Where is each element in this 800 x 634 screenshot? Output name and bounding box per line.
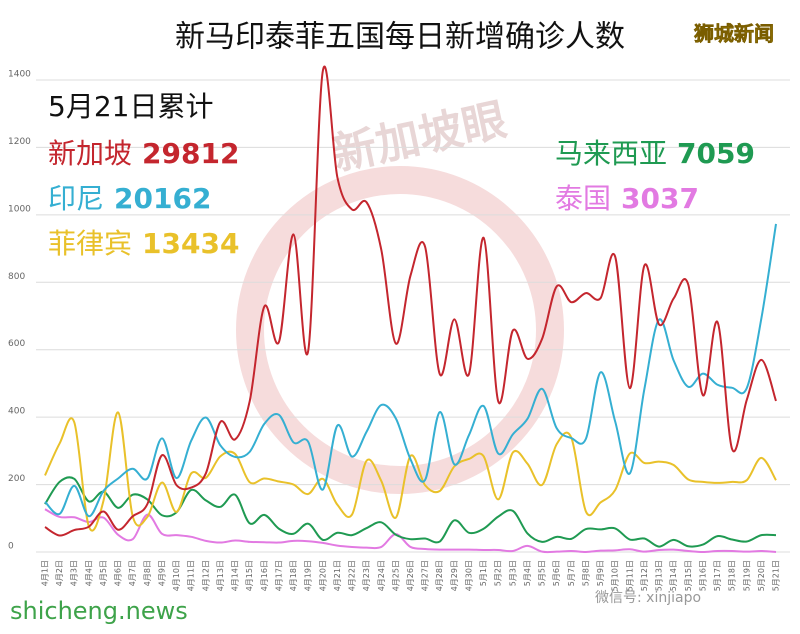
legend-entry: 菲律宾 13434 xyxy=(48,227,239,260)
legend-entry: 新加坡 29812 xyxy=(48,137,239,170)
x-tick-label: 5月6日 xyxy=(552,560,561,586)
x-tick-label: 5月9日 xyxy=(596,560,605,586)
x-tick-label: 4月7日 xyxy=(128,560,137,586)
x-tick-label: 4月4日 xyxy=(84,560,93,586)
legend-total: 3037 xyxy=(621,182,699,215)
x-tick-label: 4月16日 xyxy=(260,560,269,591)
x-tick-label: 5月7日 xyxy=(567,560,576,586)
x-tick-label: 5月12日 xyxy=(640,560,649,591)
x-tick-label: 4月21日 xyxy=(333,560,342,591)
x-tick-label: 4月11日 xyxy=(187,560,196,591)
summary-title: 5月21日累计 xyxy=(48,90,213,123)
x-tick-label: 5月21日 xyxy=(772,560,781,591)
x-tick-label: 4月12日 xyxy=(201,560,210,591)
legend-entry: 泰国 3037 xyxy=(555,182,699,215)
x-tick-label: 4月1日 xyxy=(41,560,50,586)
x-tick-label: 4月5日 xyxy=(99,560,108,586)
legend-total: 13434 xyxy=(142,227,239,260)
x-tick-label: 4月8日 xyxy=(143,560,152,586)
x-tick-label: 5月11日 xyxy=(625,560,634,591)
x-tick-label: 5月18日 xyxy=(728,560,737,591)
x-tick-label: 5月4日 xyxy=(523,560,532,586)
x-tick-label: 5月16日 xyxy=(698,560,707,591)
x-tick-label: 5月1日 xyxy=(479,560,488,586)
legend-name: 印尼 xyxy=(48,182,104,215)
y-tick-label: 1000 xyxy=(8,204,31,214)
x-tick-label: 5月20日 xyxy=(757,560,766,591)
x-tick-label: 4月15日 xyxy=(245,560,254,591)
x-tick-label: 4月23日 xyxy=(362,560,371,591)
x-tick-label: 4月18日 xyxy=(289,560,298,591)
x-tick-label: 4月20日 xyxy=(318,560,327,591)
footer-right: 微信号: xinjiapo xyxy=(595,590,701,606)
y-tick-label: 1400 xyxy=(8,70,31,80)
y-tick-label: 600 xyxy=(8,339,25,349)
legend-total: 29812 xyxy=(142,137,239,170)
x-tick-label: 4月10日 xyxy=(172,560,181,591)
legend-entry: 印尼 20162 xyxy=(48,182,211,215)
x-tick-label: 4月27日 xyxy=(421,560,430,591)
y-tick-label: 0 xyxy=(8,542,14,552)
x-tick-label: 5月17日 xyxy=(713,560,722,591)
legend-total: 20162 xyxy=(114,182,211,215)
series-line xyxy=(44,65,777,537)
x-tick-label: 5月2日 xyxy=(494,560,503,586)
x-tick-label: 4月25日 xyxy=(391,560,400,591)
x-tick-label: 4月22日 xyxy=(348,560,357,591)
legend-name: 新加坡 xyxy=(48,137,132,170)
source-label: 狮城新闻 xyxy=(694,22,774,46)
y-tick-label: 200 xyxy=(8,474,25,484)
y-tick-label: 800 xyxy=(8,272,25,282)
x-tick-label: 4月9日 xyxy=(157,560,166,586)
x-tick-label: 4月30日 xyxy=(464,560,473,591)
x-tick-label: 5月19日 xyxy=(742,560,751,591)
x-tick-label: 5月10日 xyxy=(611,560,620,591)
legend-name: 菲律宾 xyxy=(48,227,132,260)
y-tick-label: 1200 xyxy=(8,137,31,147)
series-line xyxy=(44,411,777,532)
x-tick-label: 4月24日 xyxy=(377,560,386,591)
x-tick-label: 4月29日 xyxy=(450,560,459,591)
x-tick-label: 4月28日 xyxy=(435,560,444,591)
legend-total: 7059 xyxy=(677,137,755,170)
x-tick-label: 5月3日 xyxy=(508,560,517,586)
legend-entry: 马来西亚 7059 xyxy=(555,137,755,170)
x-tick-label: 4月3日 xyxy=(70,560,79,586)
y-tick-label: 400 xyxy=(8,407,25,417)
x-tick-label: 4月19日 xyxy=(304,560,313,591)
x-tick-label: 4月17日 xyxy=(274,560,283,591)
series-line xyxy=(44,508,777,554)
x-tick-label: 4月14日 xyxy=(231,560,240,591)
x-tick-label: 4月13日 xyxy=(216,560,225,591)
x-tick-label: 5月13日 xyxy=(655,560,664,591)
x-tick-label: 5月5日 xyxy=(538,560,547,586)
x-tick-label: 5月8日 xyxy=(581,560,590,586)
footer-left: shicheng.news xyxy=(10,597,188,625)
x-tick-label: 4月6日 xyxy=(114,560,123,586)
legend-name: 马来西亚 xyxy=(555,137,667,170)
x-tick-label: 4月26日 xyxy=(406,560,415,591)
chart-title: 新马印泰菲五国每日新增确诊人数 xyxy=(175,20,625,55)
series-line xyxy=(44,476,777,548)
x-tick-label: 5月14日 xyxy=(669,560,678,591)
x-tick-label: 4月2日 xyxy=(55,560,64,586)
watermark-ring xyxy=(236,166,564,494)
x-tick-label: 5月15日 xyxy=(684,560,693,591)
legend-name: 泰国 xyxy=(555,182,611,215)
source-bg xyxy=(678,20,790,50)
